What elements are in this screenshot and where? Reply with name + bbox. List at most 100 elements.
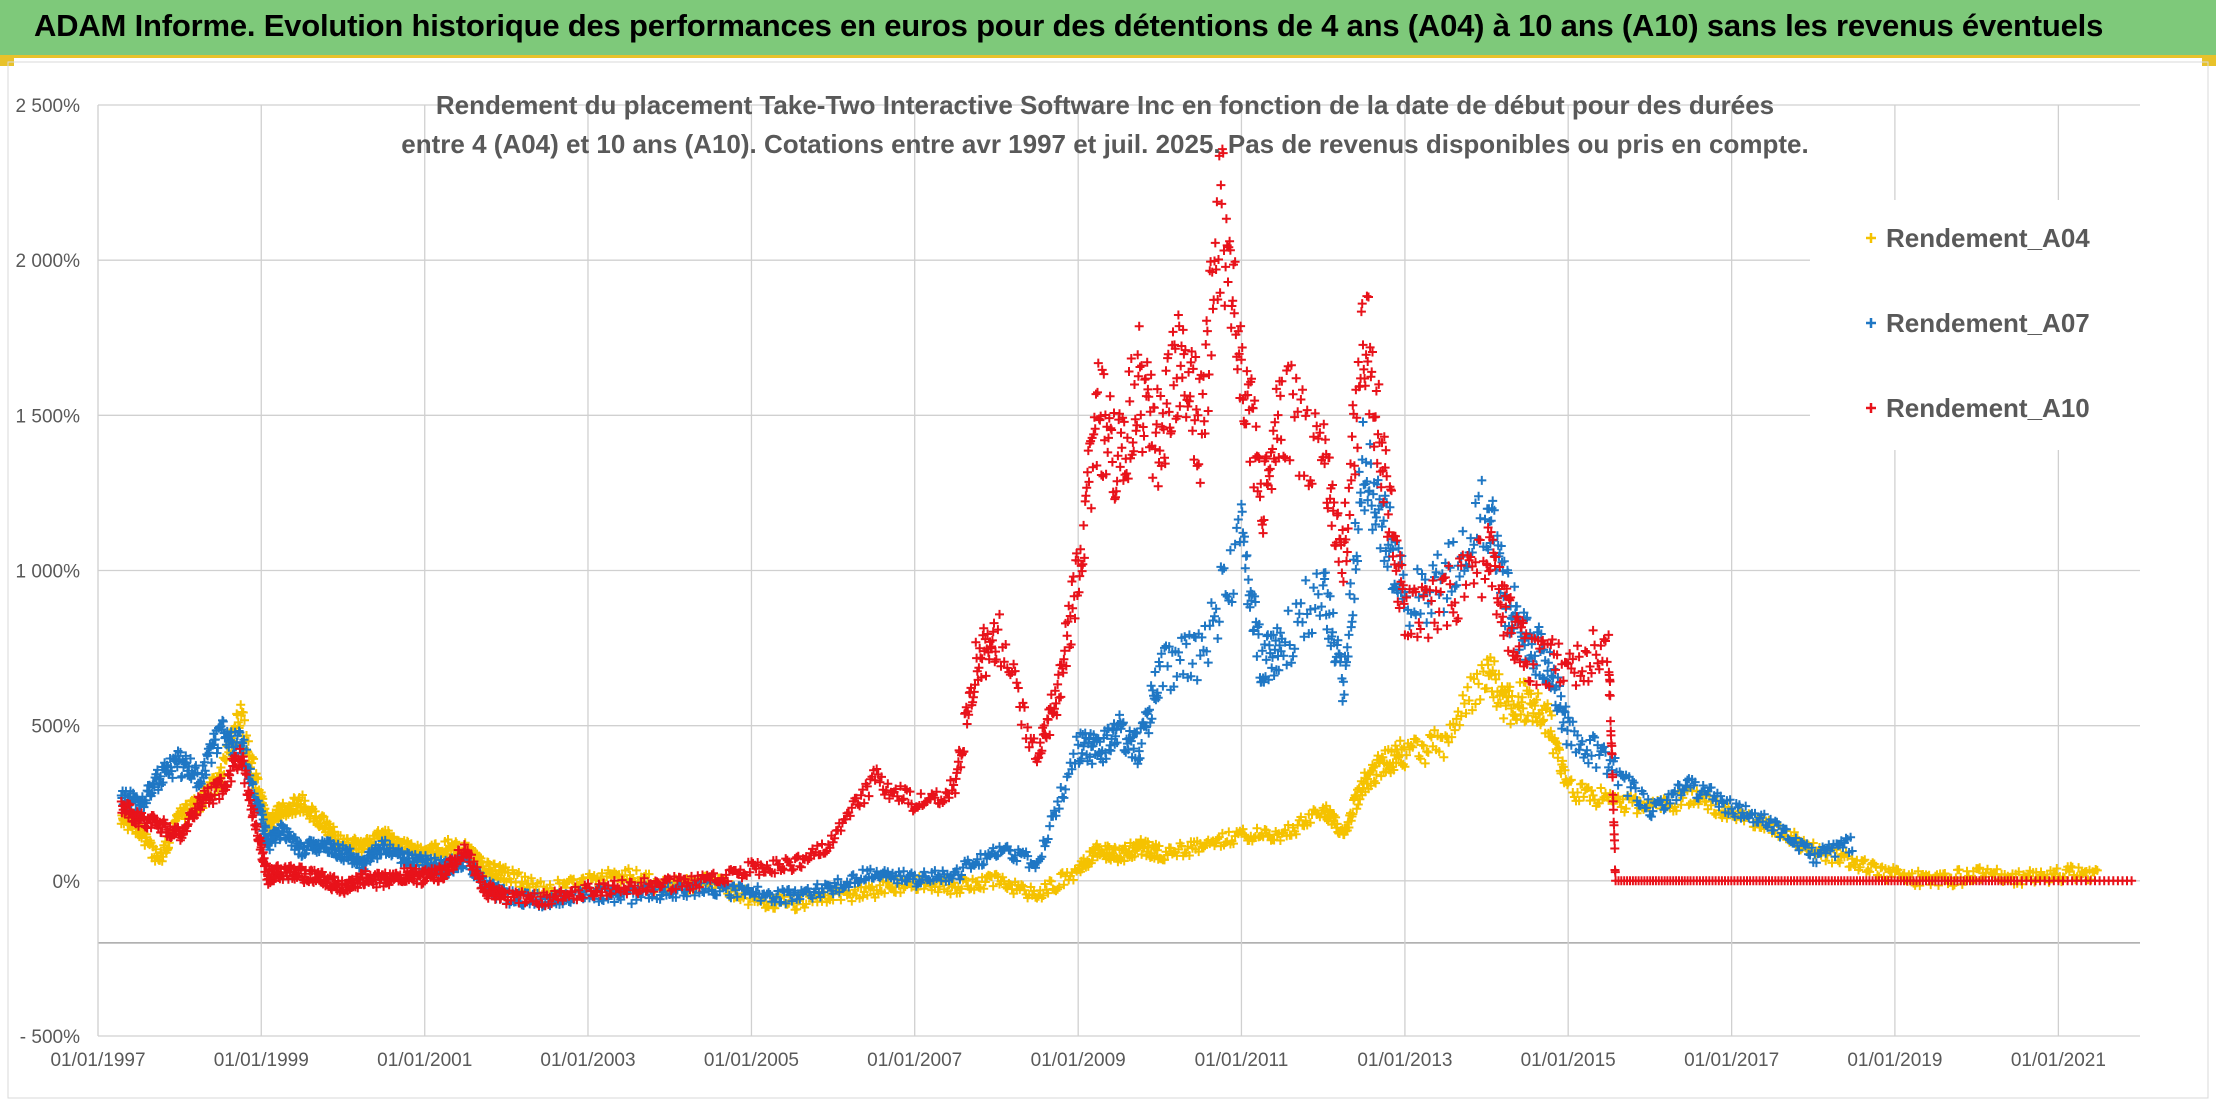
data-point-rendement-a07 bbox=[1512, 601, 1522, 611]
data-point-rendement-a04 bbox=[517, 877, 527, 887]
data-point-rendement-a10 bbox=[1265, 464, 1275, 474]
data-point-rendement-a04 bbox=[933, 887, 943, 897]
data-point-rendement-a10 bbox=[1591, 650, 1601, 660]
data-point-rendement-a10 bbox=[1469, 578, 1479, 588]
data-point-rendement-a04 bbox=[1482, 683, 1491, 693]
data-point-rendement-a10 bbox=[1583, 676, 1593, 686]
data-point-rendement-a10 bbox=[1191, 405, 1201, 414]
data-point-rendement-a04 bbox=[1472, 669, 1482, 679]
data-point-rendement-a04 bbox=[880, 888, 890, 898]
data-point-rendement-a07 bbox=[1252, 651, 1262, 661]
data-point-rendement-a10 bbox=[1208, 304, 1218, 314]
data-point-rendement-a04 bbox=[236, 700, 246, 710]
data-point-rendement-a07 bbox=[1613, 780, 1623, 790]
data-point-rendement-a04 bbox=[585, 869, 594, 879]
data-point-rendement-a10 bbox=[995, 609, 1004, 619]
data-point-rendement-a10 bbox=[1139, 431, 1149, 441]
data-point-rendement-a10 bbox=[1296, 395, 1306, 404]
data-point-rendement-a04 bbox=[1518, 703, 1528, 713]
data-point-rendement-a07 bbox=[1349, 594, 1359, 604]
data-point-rendement-a10 bbox=[1132, 420, 1142, 430]
data-point-rendement-a10 bbox=[1183, 402, 1193, 411]
data-point-rendement-a04 bbox=[867, 882, 877, 892]
data-point-rendement-a04 bbox=[1137, 849, 1147, 859]
data-point-rendement-a07 bbox=[1488, 496, 1498, 506]
data-point-rendement-a04 bbox=[1408, 742, 1418, 752]
data-point-rendement-a10 bbox=[1605, 677, 1615, 686]
data-point-rendement-a10 bbox=[1338, 577, 1348, 587]
data-point-rendement-a04 bbox=[1211, 838, 1221, 848]
data-point-rendement-a07 bbox=[919, 867, 929, 877]
data-point-rendement-a04 bbox=[1419, 741, 1429, 751]
data-point-rendement-a04 bbox=[801, 899, 811, 909]
data-point-rendement-a10 bbox=[1168, 327, 1178, 337]
data-point-rendement-a04 bbox=[899, 883, 909, 893]
data-point-rendement-a07 bbox=[1346, 578, 1355, 588]
data-point-rendement-a04 bbox=[1452, 714, 1461, 724]
data-point-rendement-a04 bbox=[1512, 715, 1522, 725]
data-point-rendement-a10 bbox=[1573, 641, 1582, 651]
chart-area: - 500% 0% 500% 1 000% 1 500% 2 000% 2 500% 01/0… bbox=[0, 58, 2216, 1102]
data-point-rendement-a10 bbox=[1221, 214, 1231, 224]
data-point-rendement-a10 bbox=[1079, 520, 1089, 530]
data-point-rendement-a04 bbox=[569, 874, 579, 884]
data-point-rendement-a10 bbox=[1198, 389, 1208, 399]
data-point-rendement-a04 bbox=[1309, 805, 1319, 815]
data-point-rendement-a04 bbox=[1389, 765, 1399, 775]
data-point-rendement-a04 bbox=[1467, 705, 1477, 715]
data-point-rendement-a10 bbox=[1356, 307, 1366, 317]
data-point-rendement-a10 bbox=[1434, 607, 1444, 617]
data-point-rendement-a10 bbox=[1372, 458, 1382, 468]
data-point-rendement-a10 bbox=[1363, 357, 1373, 366]
data-point-rendement-a04 bbox=[847, 896, 857, 906]
data-point-rendement-a04 bbox=[999, 876, 1009, 886]
data-point-rendement-a10 bbox=[1083, 446, 1093, 456]
data-point-rendement-a07 bbox=[1056, 783, 1066, 792]
data-point-rendement-a04 bbox=[1494, 669, 1504, 679]
data-point-rendement-a04 bbox=[624, 864, 633, 874]
data-point-rendement-a10 bbox=[1480, 574, 1490, 584]
data-point-rendement-a04 bbox=[1365, 767, 1375, 777]
data-point-rendement-a07 bbox=[1115, 710, 1124, 720]
data-point-rendement-a10 bbox=[1357, 299, 1367, 309]
data-point-rendement-a07 bbox=[1455, 572, 1465, 581]
data-point-rendement-a04 bbox=[1217, 828, 1227, 838]
data-point-rendement-a07 bbox=[1175, 655, 1185, 665]
data-point-rendement-a07 bbox=[1412, 564, 1422, 574]
data-point-rendement-a10 bbox=[1113, 451, 1123, 461]
data-point-rendement-a07 bbox=[1150, 667, 1160, 677]
data-point-rendement-a10 bbox=[1343, 524, 1353, 533]
data-point-rendement-a04 bbox=[253, 774, 263, 784]
corner-mark-right bbox=[2202, 58, 2216, 66]
data-point-rendement-a07 bbox=[1405, 621, 1415, 631]
data-point-rendement-a04 bbox=[1184, 851, 1194, 860]
data-point-rendement-a07 bbox=[1422, 618, 1432, 628]
data-point-rendement-a07 bbox=[1181, 639, 1191, 649]
legend-label: Rendement_A04 bbox=[1886, 223, 2090, 253]
data-point-rendement-a07 bbox=[1146, 681, 1156, 691]
data-point-rendement-a10 bbox=[1105, 391, 1115, 401]
data-point-rendement-a10 bbox=[1233, 364, 1242, 374]
data-point-rendement-a04 bbox=[151, 844, 161, 854]
data-point-rendement-a04 bbox=[1533, 688, 1543, 698]
data-point-rendement-a07 bbox=[1211, 604, 1221, 614]
data-point-rendement-a04 bbox=[1301, 816, 1311, 826]
data-point-rendement-a07 bbox=[1073, 740, 1083, 750]
data-point-rendement-a10 bbox=[1571, 680, 1581, 690]
data-point-rendement-a04 bbox=[1547, 710, 1557, 720]
data-point-rendement-a07 bbox=[1210, 611, 1219, 621]
data-point-rendement-a04 bbox=[1040, 879, 1050, 889]
data-point-rendement-a04 bbox=[1954, 865, 1964, 875]
data-point-rendement-a07 bbox=[1077, 748, 1087, 758]
data-point-rendement-a10 bbox=[1327, 521, 1337, 531]
data-point-rendement-a10 bbox=[1416, 624, 1425, 634]
data-point-rendement-a04 bbox=[1252, 823, 1262, 833]
data-point-rendement-a04 bbox=[1160, 855, 1169, 865]
data-point-rendement-a04 bbox=[1068, 875, 1078, 885]
data-point-rendement-a04 bbox=[1552, 738, 1562, 748]
data-point-rendement-a10 bbox=[1342, 547, 1352, 557]
data-point-rendement-a07 bbox=[1345, 589, 1355, 599]
data-point-rendement-a10 bbox=[1173, 310, 1183, 320]
y-tick-label: 0% bbox=[53, 872, 81, 893]
data-point-rendement-a04 bbox=[1406, 741, 1416, 750]
